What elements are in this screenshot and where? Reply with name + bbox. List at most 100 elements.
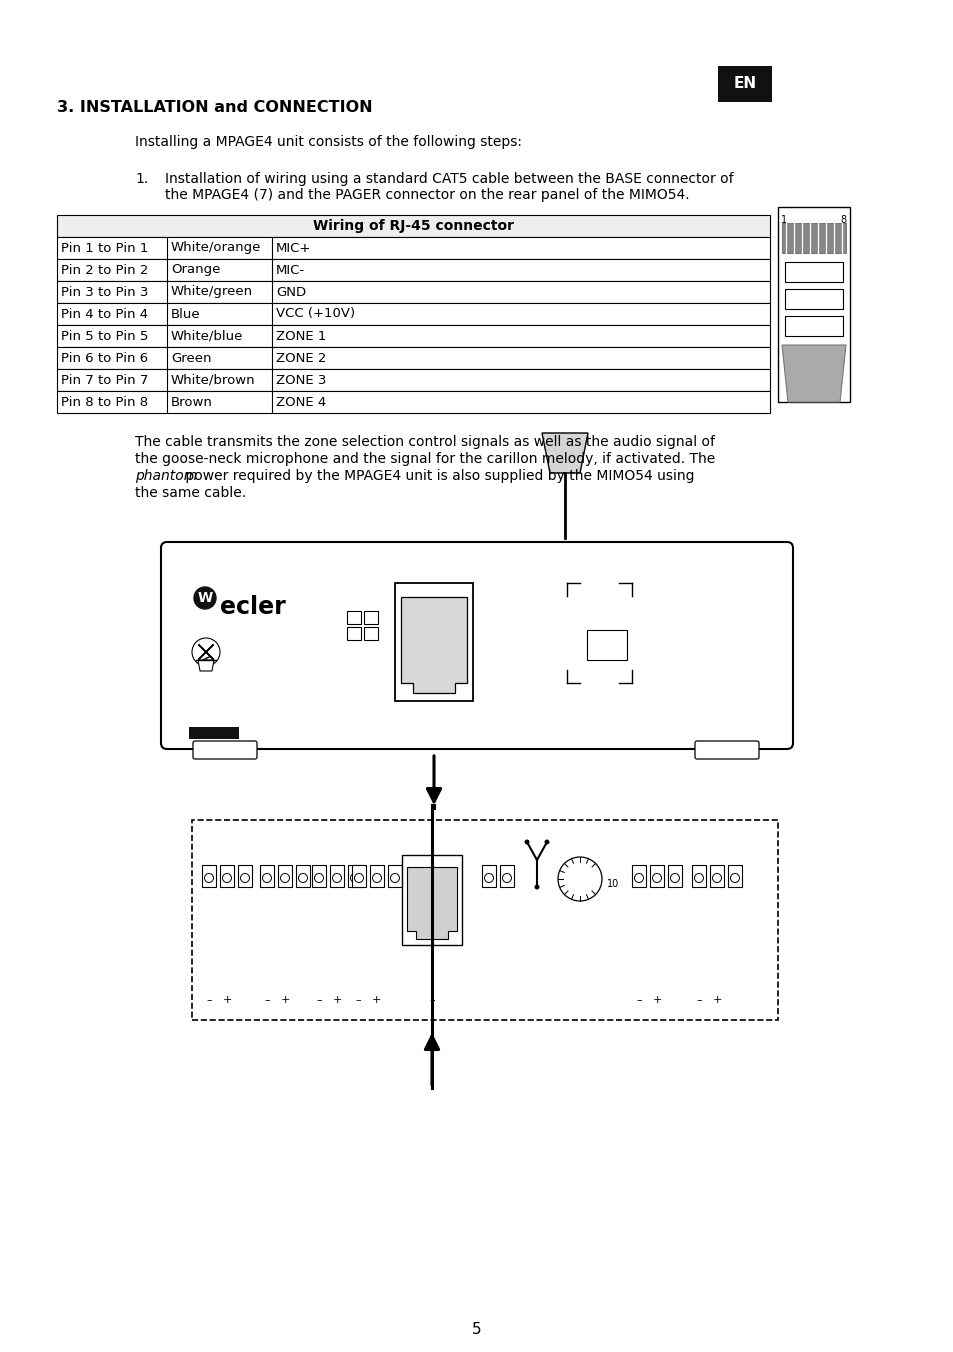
- Bar: [312, 865, 326, 887]
- Polygon shape: [400, 598, 467, 694]
- Text: The cable transmits the zone selection control signals as well as the audio sign: The cable transmits the zone selection c…: [135, 435, 714, 449]
- Text: 10: 10: [606, 879, 618, 890]
- Text: White/green: White/green: [171, 285, 253, 299]
- Bar: [784, 289, 842, 310]
- Bar: [57, 260, 769, 281]
- Bar: [57, 237, 769, 260]
- Text: +: +: [332, 995, 341, 1005]
- Bar: [781, 223, 845, 253]
- Text: power required by the MPAGE4 unit is also supplied by the MIMO54 using: power required by the MPAGE4 unit is als…: [181, 469, 694, 483]
- Text: –: –: [264, 995, 270, 1005]
- Text: Pin 3 to Pin 3: Pin 3 to Pin 3: [61, 285, 149, 299]
- Circle shape: [634, 873, 643, 883]
- Bar: [277, 865, 292, 887]
- Text: Pin 2 to Pin 2: Pin 2 to Pin 2: [61, 264, 149, 277]
- FancyBboxPatch shape: [161, 542, 792, 749]
- Circle shape: [240, 873, 250, 883]
- Text: Pin 6 to Pin 6: Pin 6 to Pin 6: [61, 352, 148, 365]
- Bar: [784, 262, 842, 283]
- Circle shape: [694, 873, 702, 883]
- Text: MIC-: MIC-: [275, 264, 305, 277]
- Text: Orange: Orange: [171, 264, 220, 277]
- Bar: [237, 865, 252, 887]
- Text: Wiring of RJ-45 connector: Wiring of RJ-45 connector: [313, 219, 514, 233]
- Text: EN: EN: [733, 77, 756, 92]
- Text: W: W: [197, 591, 213, 604]
- Text: –: –: [206, 995, 212, 1005]
- Text: 1.: 1.: [135, 172, 148, 187]
- Bar: [401, 854, 461, 945]
- Bar: [586, 630, 626, 660]
- Bar: [784, 316, 842, 337]
- Circle shape: [390, 873, 399, 883]
- Circle shape: [544, 840, 549, 845]
- Text: –: –: [429, 995, 435, 1005]
- Text: Installing a MPAGE4 unit consists of the following steps:: Installing a MPAGE4 unit consists of the…: [135, 135, 521, 149]
- Bar: [395, 583, 473, 700]
- Bar: [260, 865, 274, 887]
- Text: +: +: [222, 995, 232, 1005]
- Circle shape: [372, 873, 381, 883]
- Circle shape: [652, 873, 660, 883]
- Text: White/blue: White/blue: [171, 330, 243, 342]
- Circle shape: [712, 873, 720, 883]
- Bar: [57, 303, 769, 324]
- Text: ecler: ecler: [220, 595, 286, 619]
- Text: VCC (+10V): VCC (+10V): [275, 307, 355, 320]
- Text: Blue: Blue: [171, 307, 200, 320]
- Circle shape: [730, 873, 739, 883]
- Text: the goose-neck microphone and the signal for the carillon melody, if activated. : the goose-neck microphone and the signal…: [135, 452, 715, 466]
- Circle shape: [314, 873, 323, 883]
- Text: +: +: [280, 995, 290, 1005]
- Bar: [364, 627, 377, 639]
- Text: –: –: [355, 995, 360, 1005]
- Text: 1: 1: [781, 215, 786, 224]
- FancyBboxPatch shape: [193, 741, 256, 758]
- Bar: [352, 865, 366, 887]
- Text: phantom: phantom: [135, 469, 197, 483]
- Circle shape: [484, 873, 493, 883]
- Polygon shape: [541, 433, 587, 473]
- Bar: [481, 865, 496, 887]
- Bar: [57, 324, 769, 347]
- Text: –: –: [315, 995, 321, 1005]
- Circle shape: [333, 873, 341, 883]
- Bar: [57, 281, 769, 303]
- Bar: [348, 865, 361, 887]
- Text: Brown: Brown: [171, 396, 213, 408]
- Bar: [388, 865, 401, 887]
- Text: –: –: [696, 995, 701, 1005]
- Text: White/orange: White/orange: [171, 242, 261, 254]
- Polygon shape: [781, 345, 845, 402]
- Bar: [370, 865, 384, 887]
- Circle shape: [193, 587, 215, 608]
- Text: –: –: [636, 995, 641, 1005]
- Circle shape: [558, 857, 601, 900]
- Text: +: +: [712, 995, 720, 1005]
- Circle shape: [192, 638, 220, 667]
- Text: Pin 7 to Pin 7: Pin 7 to Pin 7: [61, 373, 149, 387]
- Text: White/brown: White/brown: [171, 373, 255, 387]
- Bar: [189, 727, 239, 740]
- Text: the same cable.: the same cable.: [135, 485, 246, 500]
- Text: 5: 5: [472, 1322, 481, 1337]
- Text: +: +: [371, 995, 380, 1005]
- Bar: [364, 611, 377, 625]
- Text: GND: GND: [275, 285, 306, 299]
- Bar: [202, 865, 215, 887]
- Bar: [649, 865, 663, 887]
- Bar: [499, 865, 514, 887]
- Bar: [330, 865, 344, 887]
- Text: Pin 4 to Pin 4: Pin 4 to Pin 4: [61, 307, 148, 320]
- Text: ZONE 4: ZONE 4: [275, 396, 326, 408]
- Circle shape: [502, 873, 511, 883]
- Text: Installation of wiring using a standard CAT5 cable between the BASE connector of: Installation of wiring using a standard …: [165, 172, 733, 187]
- Text: ZONE 3: ZONE 3: [275, 373, 326, 387]
- Bar: [691, 865, 705, 887]
- Circle shape: [670, 873, 679, 883]
- Text: +: +: [652, 995, 661, 1005]
- Bar: [667, 865, 681, 887]
- Text: 8: 8: [840, 215, 846, 224]
- Circle shape: [204, 873, 213, 883]
- Text: Pin 8 to Pin 8: Pin 8 to Pin 8: [61, 396, 148, 408]
